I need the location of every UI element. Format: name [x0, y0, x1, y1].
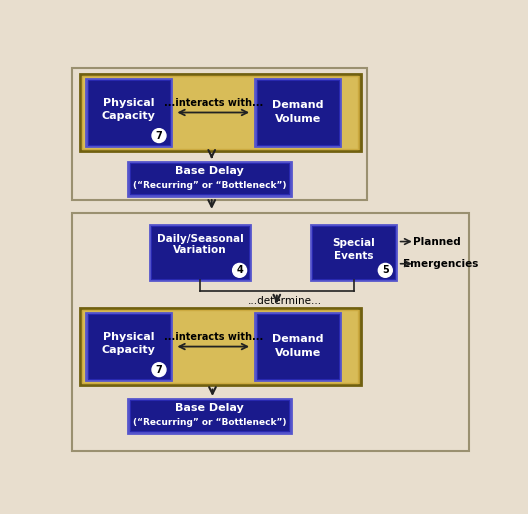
Bar — [88, 314, 170, 379]
Bar — [151, 227, 249, 279]
Text: Base Delay: Base Delay — [175, 166, 244, 176]
Circle shape — [152, 128, 166, 142]
Bar — [80, 74, 361, 151]
Text: Volume: Volume — [275, 348, 321, 358]
Text: Physical: Physical — [103, 98, 155, 108]
Text: Capacity: Capacity — [102, 112, 156, 121]
Text: 5: 5 — [382, 265, 389, 276]
Text: ...interacts with...: ...interacts with... — [164, 98, 263, 108]
Bar — [255, 79, 341, 146]
Text: (“Recurring” or “Bottleneck”): (“Recurring” or “Bottleneck”) — [133, 418, 286, 427]
Text: Demand: Demand — [272, 334, 324, 344]
Text: Variation: Variation — [173, 245, 227, 255]
Text: (“Recurring” or “Bottleneck”): (“Recurring” or “Bottleneck”) — [133, 181, 286, 190]
Bar — [72, 213, 469, 451]
Bar — [72, 68, 367, 200]
Text: 7: 7 — [156, 364, 163, 375]
Bar — [150, 225, 250, 280]
Bar — [88, 80, 170, 145]
Text: Demand: Demand — [272, 100, 324, 110]
Circle shape — [379, 263, 392, 277]
Bar — [82, 310, 358, 383]
Text: Special: Special — [332, 238, 375, 248]
Text: 4: 4 — [236, 265, 243, 276]
Text: Daily/Seasonal: Daily/Seasonal — [157, 234, 243, 244]
Bar — [257, 80, 339, 145]
Text: Volume: Volume — [275, 114, 321, 124]
Bar — [311, 225, 396, 280]
Text: Physical: Physical — [103, 333, 155, 342]
Bar — [128, 162, 291, 196]
Bar — [80, 308, 361, 385]
Circle shape — [152, 363, 166, 377]
Bar — [257, 314, 339, 379]
Bar — [129, 400, 289, 431]
Bar — [313, 227, 394, 279]
Bar — [86, 79, 172, 146]
Text: Events: Events — [334, 251, 373, 262]
Text: ...determine...: ...determine... — [248, 296, 322, 306]
Text: 7: 7 — [156, 131, 163, 141]
Bar — [255, 313, 341, 380]
Bar — [86, 313, 172, 380]
Bar — [82, 76, 358, 149]
Bar — [128, 399, 291, 433]
Text: Capacity: Capacity — [102, 345, 156, 355]
Text: Planned: Planned — [412, 236, 460, 247]
Circle shape — [233, 263, 247, 277]
Text: Base Delay: Base Delay — [175, 403, 244, 413]
Text: Emergencies: Emergencies — [403, 259, 479, 269]
Text: ...interacts with...: ...interacts with... — [164, 333, 263, 342]
Bar — [129, 163, 289, 194]
